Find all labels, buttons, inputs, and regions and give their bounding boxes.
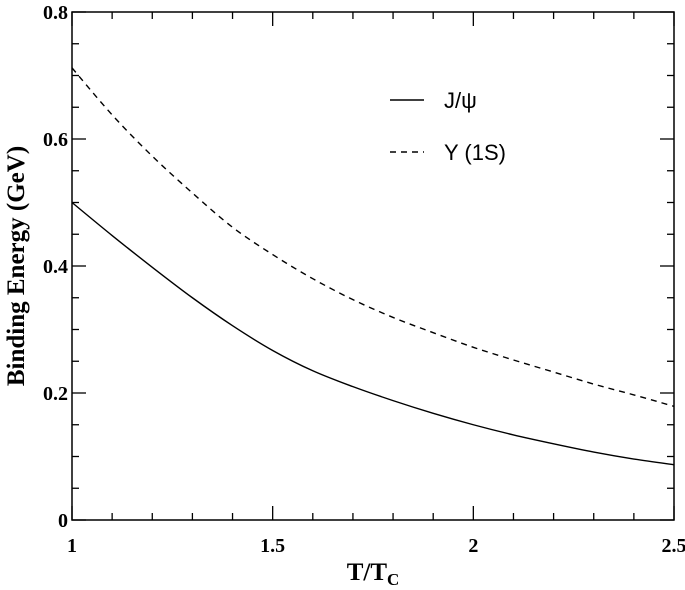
legend-label: Υ (1S) xyxy=(444,140,506,165)
legend-entry-upsilon-1s: Υ (1S) xyxy=(390,140,506,165)
axis-tick-labels: 1 1.5 2 2.5 0 0.2 0.4 0.6 0.8 xyxy=(43,2,685,557)
series-lines xyxy=(71,67,675,466)
x-axis-title-main: T/T xyxy=(347,559,388,586)
legend-label: J/ψ xyxy=(444,88,477,113)
axis-ticks xyxy=(71,11,675,521)
y-axis-title: Binding Energy (GeV) xyxy=(3,146,30,386)
x-axis-title: T/TC xyxy=(347,559,400,589)
x-tick-label: 1 xyxy=(67,535,77,557)
plot-frame xyxy=(71,11,675,521)
x-axis-title-subscript: C xyxy=(387,570,399,589)
x-tick-label: 1.5 xyxy=(260,535,285,557)
legend: J/ψ Υ (1S) xyxy=(390,88,506,165)
y-tick-label: 0 xyxy=(58,510,68,532)
x-tick-label: 2.5 xyxy=(662,535,685,557)
series-line-jpsi xyxy=(71,201,675,466)
y-tick-label: 0.2 xyxy=(43,383,68,405)
y-tick-label: 0.6 xyxy=(43,129,68,151)
series-line-upsilon-1s xyxy=(71,67,675,408)
y-tick-label: 0.8 xyxy=(43,2,68,24)
x-tick-label: 2 xyxy=(468,535,478,557)
legend-entry-jpsi: J/ψ xyxy=(390,88,477,113)
y-tick-label: 0.4 xyxy=(43,256,68,278)
